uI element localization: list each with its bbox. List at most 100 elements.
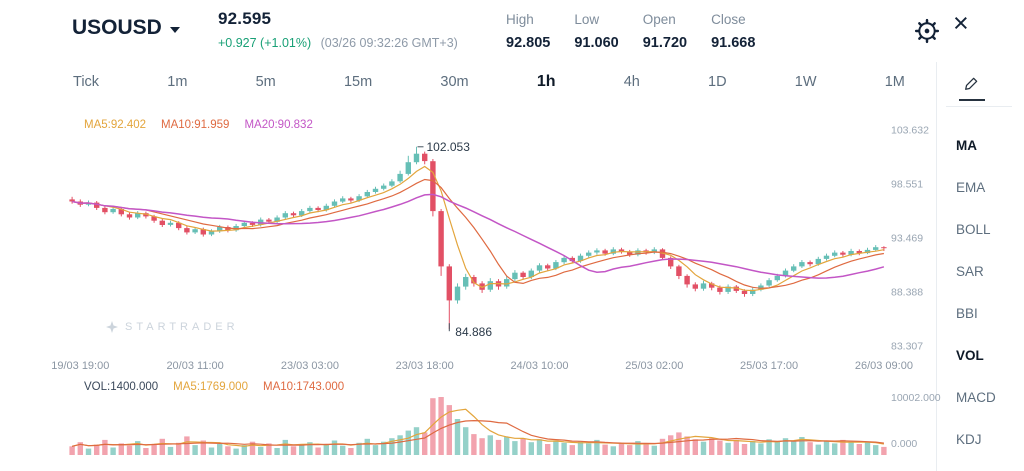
tab-1m[interactable]: 1m [167, 74, 188, 90]
candle-body [282, 213, 288, 218]
stat-high: High 92.805 [506, 12, 550, 51]
indicator-kdj[interactable]: KDJ [956, 431, 982, 447]
volume-bar [266, 443, 272, 455]
indicator-ema[interactable]: EMA [956, 179, 986, 195]
divider [946, 106, 1012, 107]
volume-bar [733, 439, 739, 455]
indicator-macd[interactable]: MACD [956, 389, 996, 405]
candle-body [266, 219, 272, 222]
candle-body [758, 285, 764, 290]
indicator-ma[interactable]: MA [956, 137, 977, 153]
time-axis-label: 19/03 19:00 [51, 360, 109, 372]
stat-open: Open 91.720 [643, 12, 687, 51]
stat-low: Low 91.060 [574, 12, 618, 51]
candle-body [151, 216, 157, 221]
volume-bar [94, 444, 100, 455]
candle-body [348, 198, 354, 201]
volume-bar [758, 443, 764, 455]
volume-bar [807, 442, 813, 455]
candle-body [307, 207, 313, 212]
stat-close: Close 91.668 [711, 12, 755, 51]
time-axis-label: 23/03 18:00 [396, 360, 454, 372]
vol-value-legend: VOL:1400.000 [84, 381, 159, 393]
candle-body [807, 262, 813, 265]
tab-1d[interactable]: 1D [708, 74, 727, 90]
settings-button[interactable] [913, 17, 941, 45]
candle-body [463, 277, 469, 287]
drawing-tools-button[interactable] [959, 74, 985, 101]
tab-15m[interactable]: 15m [343, 74, 373, 90]
gear-icon [914, 18, 940, 44]
candle-body [504, 279, 510, 287]
volume-bar [430, 398, 436, 455]
volume-bar [586, 443, 592, 455]
volume-bar [176, 442, 182, 455]
candle-body [422, 153, 428, 162]
tab-1h[interactable]: 1h [536, 73, 556, 90]
volume-bar [299, 444, 305, 455]
candle-body [569, 257, 575, 262]
volume-bar [741, 444, 748, 455]
volume-bar [282, 439, 288, 455]
indicator-sar[interactable]: SAR [956, 263, 984, 279]
indicator-bbi[interactable]: BBI [956, 305, 978, 321]
stat-label: Open [642, 12, 676, 27]
candle-body [709, 283, 715, 288]
volume-bar [700, 441, 707, 455]
volume-bar [159, 438, 165, 455]
volume-bar [487, 435, 493, 455]
price-axis-label: 83.307 [891, 341, 923, 353]
volume-bar [651, 445, 657, 455]
tab-1w[interactable]: 1W [794, 74, 817, 90]
volume-bar [151, 444, 157, 455]
candle-body [815, 258, 821, 265]
tab-tick[interactable]: Tick [73, 74, 100, 90]
volume-bar [274, 448, 280, 455]
tab-1mo[interactable]: 1M [884, 74, 905, 90]
indicator-vol[interactable]: VOL [956, 347, 984, 363]
candle-body [340, 198, 346, 202]
volume-bar [799, 437, 805, 455]
candle-body [750, 289, 756, 294]
candle-body [446, 266, 452, 301]
candle-body [561, 257, 567, 263]
candle-body [512, 272, 518, 280]
volume-bar [192, 445, 198, 455]
price-axis-label: 88.388 [891, 287, 923, 299]
close-icon[interactable]: × [953, 8, 969, 38]
candle-body [110, 209, 116, 213]
volume-legend: VOL:1400.000 MA5:1769.000 MA10:1743.000 [84, 381, 344, 393]
volume-axis-label: 10002.000 [891, 392, 941, 404]
candle-body [438, 211, 444, 267]
stat-value: 91.720 [642, 35, 688, 51]
volume-bar [725, 442, 731, 455]
volume-bar [709, 438, 715, 455]
candle-body [840, 252, 846, 255]
candle-body [299, 211, 305, 216]
candle-body [602, 250, 608, 254]
candlestick-chart[interactable]: 103.632 98.551 93.469 88.388 83.307 10002.000… [0, 105, 941, 471]
candle-body [610, 249, 616, 254]
indicator-boll[interactable]: BOLL [956, 221, 991, 237]
tab-4h[interactable]: 4h [623, 74, 640, 90]
volume-bar [135, 441, 141, 455]
candle-body [487, 281, 493, 290]
stat-value: 91.668 [711, 35, 756, 51]
volume-bar [340, 445, 346, 455]
volume-bar [389, 438, 395, 455]
time-axis-label: 23/03 03:00 [281, 360, 339, 372]
candle-body [791, 266, 797, 271]
candle-body [323, 205, 329, 211]
price-axis-label: 93.469 [891, 233, 923, 245]
candle-body [143, 213, 149, 217]
volume-bar [479, 438, 485, 455]
volume-bar [618, 442, 625, 455]
tab-5m[interactable]: 5m [255, 74, 276, 90]
candle-body [873, 247, 879, 250]
indicator-list: MA EMA BOLL SAR BBI VOL MACD KDJ [937, 124, 1024, 460]
symbol-selector[interactable]: USOUSD [72, 16, 180, 40]
tab-30m[interactable]: 30m [440, 74, 469, 90]
volume-bar [791, 440, 797, 455]
candle-body [274, 217, 280, 222]
volume-bar [627, 445, 633, 455]
